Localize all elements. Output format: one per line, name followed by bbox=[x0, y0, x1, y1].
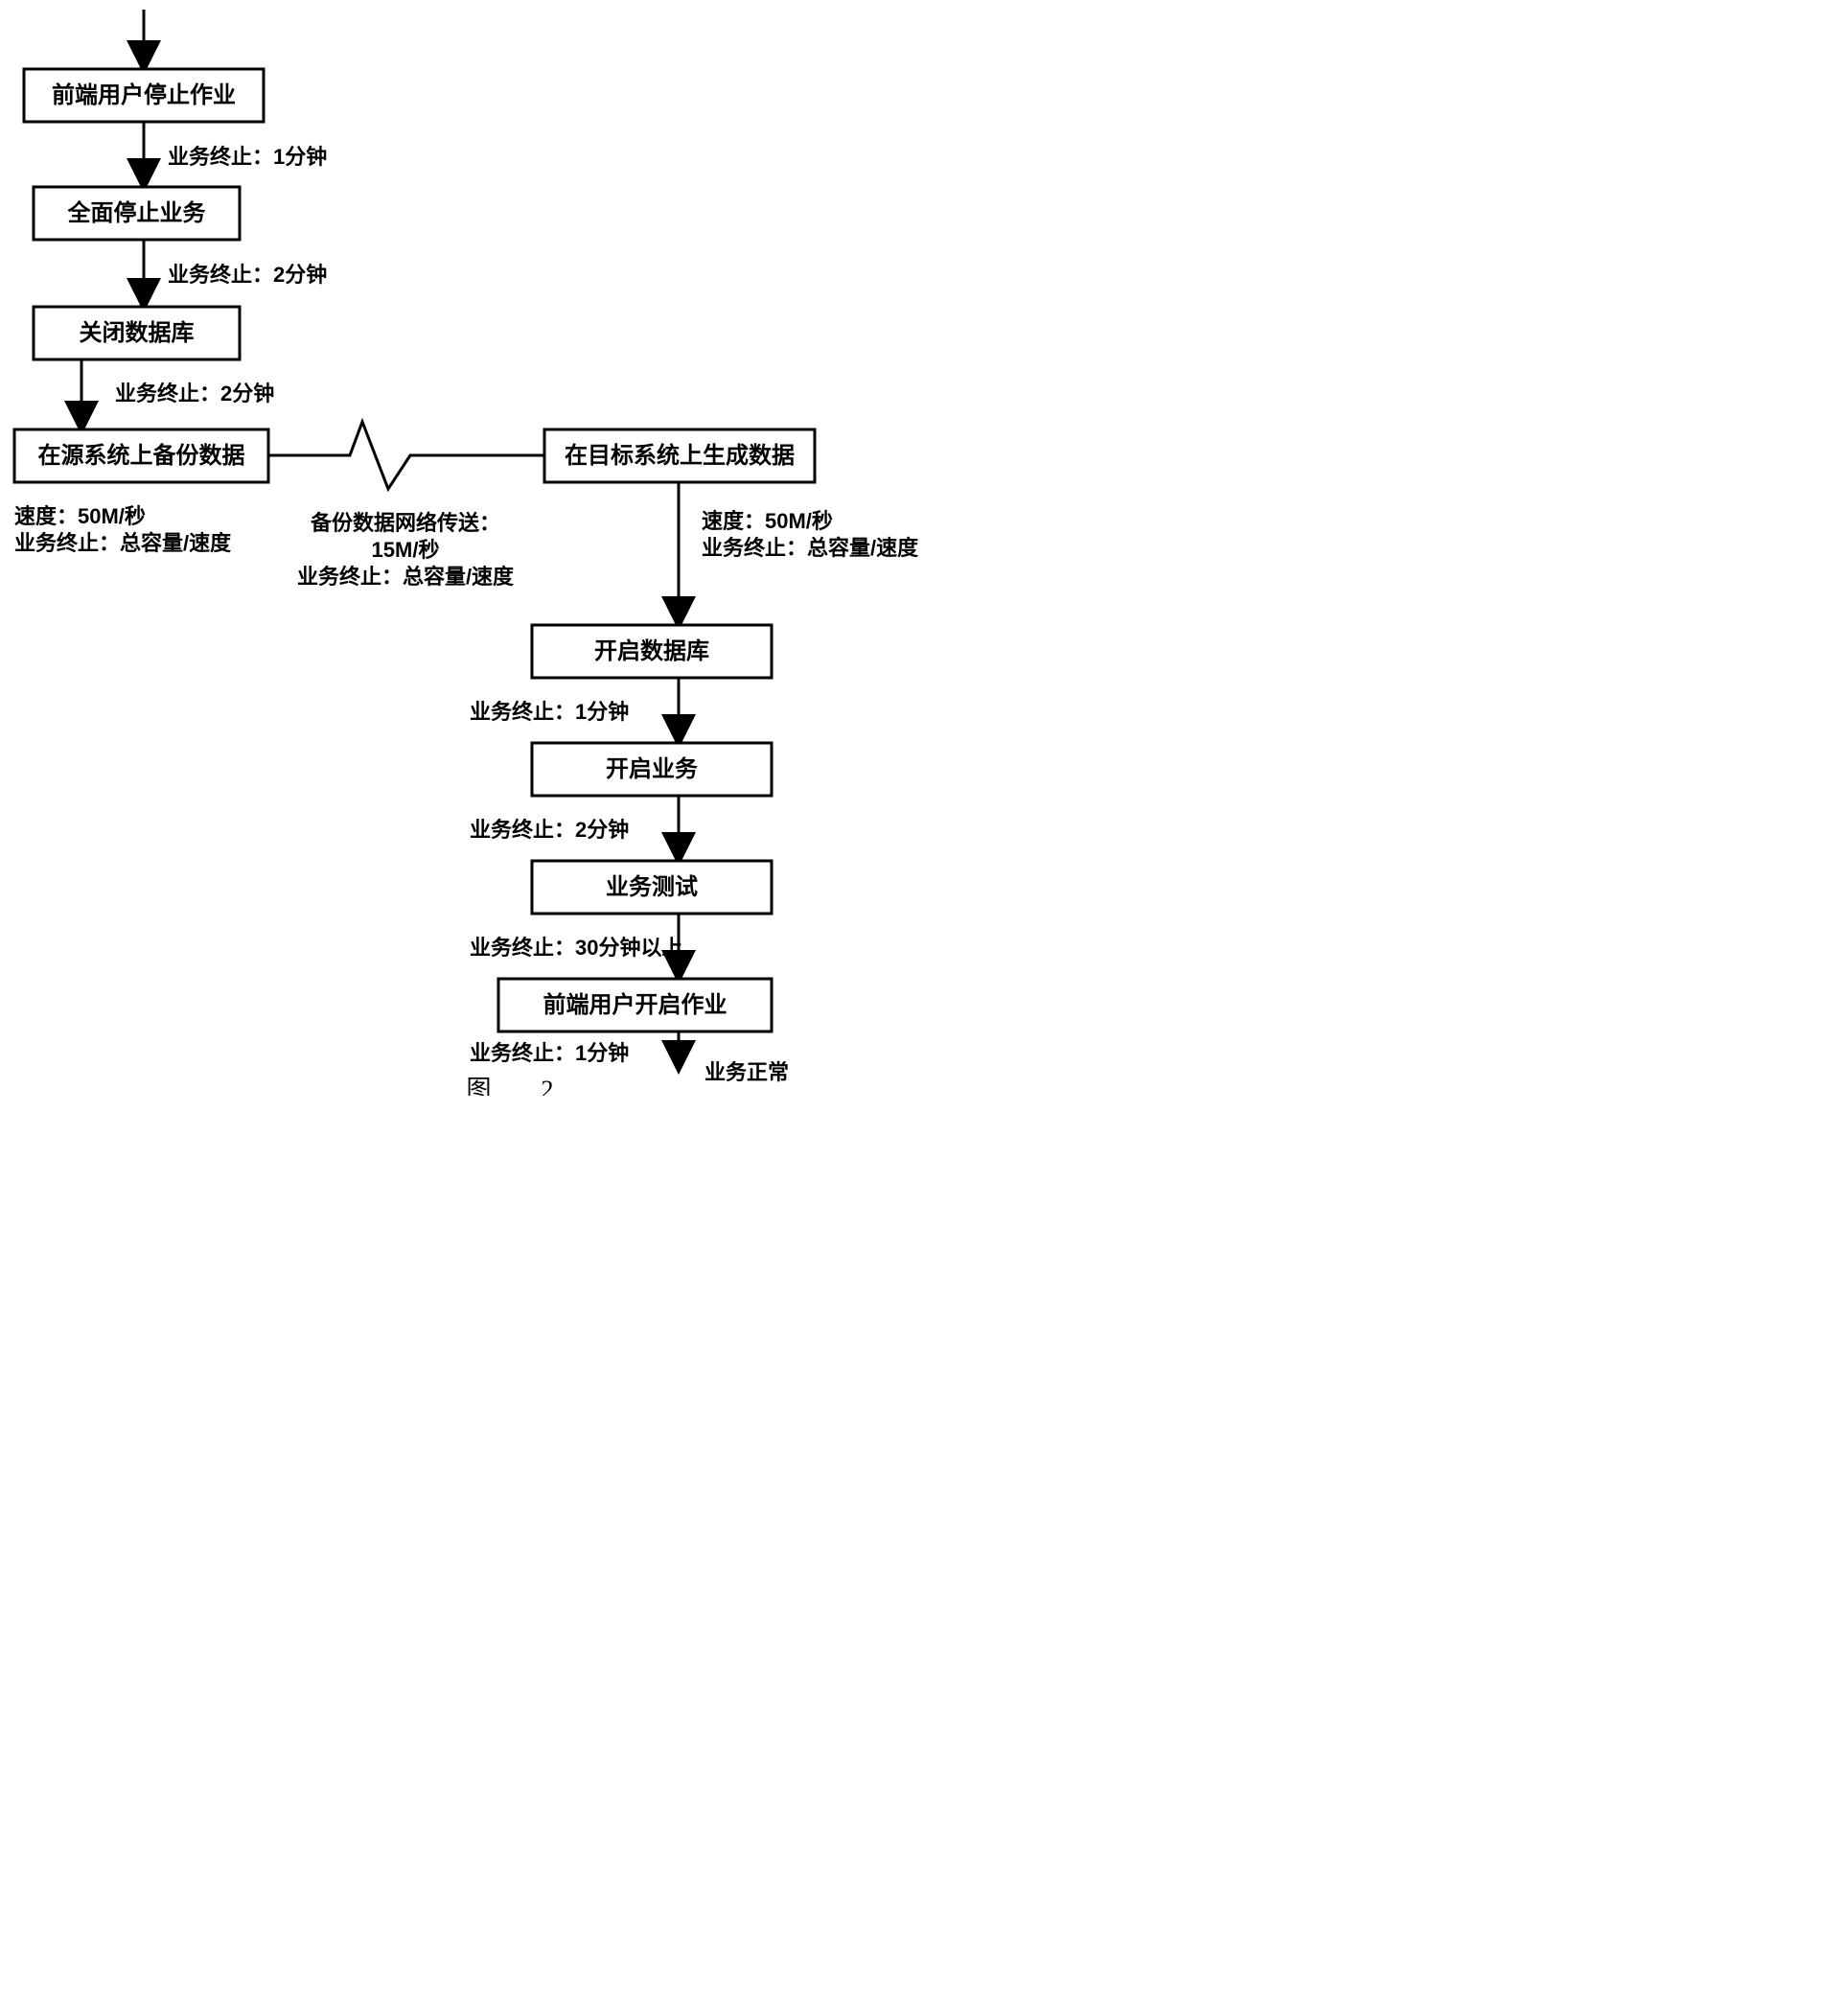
flow-node-n1: 前端用户停止作业 bbox=[24, 69, 264, 122]
flow-node-n8: 业务测试 bbox=[532, 861, 772, 914]
flow-node-n6: 开启数据库 bbox=[532, 625, 772, 678]
flow-node-label: 前端用户开启作业 bbox=[543, 991, 727, 1018]
edge-label: 速度：50M/秒业务终止：总容量/速度 bbox=[702, 509, 919, 560]
flowchart-canvas: 前端用户停止作业全面停止业务关闭数据库在源系统上备份数据 在目标系统上生成数据开启… bbox=[0, 0, 992, 1096]
flow-node-label: 在目标系统上生成数据 bbox=[565, 442, 795, 469]
flow-node-n5: 在目标系统上生成数据 bbox=[544, 429, 815, 482]
flow-node-label: 开启数据库 bbox=[594, 637, 709, 664]
edge-label: 业务终止：30分钟以上 bbox=[470, 936, 682, 960]
flow-node-n2: 全面停止业务 bbox=[34, 187, 240, 240]
flow-node-label: 开启业务 bbox=[606, 755, 699, 782]
edge-label: 业务终止：1分钟 bbox=[470, 1041, 629, 1065]
edge-label: 备份数据网络传送：15M/秒业务终止：总容量/速度 bbox=[297, 511, 515, 589]
edge-label: 业务终止：1分钟 bbox=[168, 145, 327, 169]
edge-label: 业务终止：2分钟 bbox=[168, 263, 327, 287]
edge-label: 业务终止：1分钟 bbox=[470, 700, 629, 724]
flow-node-label: 业务测试 bbox=[606, 873, 698, 900]
flow-node-n4: 在源系统上备份数据 bbox=[14, 429, 268, 482]
flow-node-label: 全面停止业务 bbox=[67, 199, 207, 226]
flow-node-label: 在源系统上备份数据 bbox=[38, 442, 245, 469]
flow-node-n9: 前端用户开启作业 bbox=[498, 979, 772, 1031]
flow-node-label: 关闭数据库 bbox=[80, 320, 195, 346]
edge-label: 业务终止：2分钟 bbox=[470, 818, 629, 842]
zigzag-connector bbox=[268, 422, 544, 489]
edge-label: 业务终止：2分钟 bbox=[115, 382, 274, 406]
figure-caption: 图 2 bbox=[466, 1076, 553, 1096]
flow-node-label: 前端用户停止作业 bbox=[52, 81, 236, 108]
flow-node-n7: 开启业务 bbox=[532, 743, 772, 796]
flow-node-n3: 关闭数据库 bbox=[34, 307, 240, 359]
edge-label: 速度：50M/秒业务终止：总容量/速度 bbox=[14, 504, 232, 555]
edge-label: 业务正常 bbox=[704, 1060, 789, 1084]
